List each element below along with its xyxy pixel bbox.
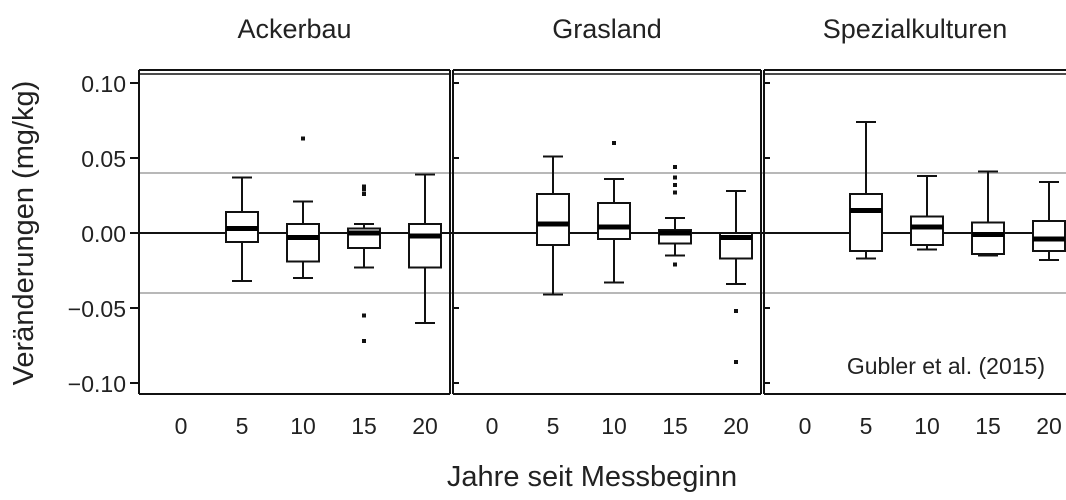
- x-tick-label: 0: [486, 413, 499, 439]
- x-tick-label: 20: [723, 413, 749, 439]
- panel-1: Ackerbau 0 5 10 15 20: [175, 14, 438, 439]
- outlier-point: [362, 184, 366, 189]
- outlier-point: [673, 190, 677, 195]
- x-tick-label: 5: [860, 413, 873, 439]
- x-tick-label: 20: [412, 413, 438, 439]
- outlier-point: [673, 183, 677, 187]
- panel-3: Spezialkulturen 0 5 10 15 20: [764, 14, 1062, 439]
- y-tick-label: 0.10: [81, 71, 126, 97]
- y-tick-label: −0.10: [68, 371, 126, 397]
- x-tick-label: 0: [799, 413, 812, 439]
- box: [408, 223, 442, 269]
- x-tick-label: 5: [547, 413, 560, 439]
- outlier-point: [673, 165, 677, 169]
- outlier-point: [362, 187, 366, 192]
- box-plot: [347, 184, 381, 343]
- outlier-point: [612, 141, 616, 145]
- y-tick-label: 0.05: [81, 146, 126, 172]
- box: [597, 202, 631, 240]
- box-plot: [719, 190, 753, 364]
- box-plot: [849, 121, 883, 260]
- outlier-point: [301, 136, 305, 141]
- outlier-point: [673, 175, 677, 180]
- x-axis-label: Jahre seit Messbeginn: [447, 461, 737, 493]
- x-tick-label: 5: [236, 413, 249, 439]
- box-plot: [658, 165, 692, 267]
- outlier-point: [734, 309, 738, 313]
- outlier-point: [734, 360, 738, 364]
- panel-2: Grasland 0 5 10 15 20: [453, 14, 749, 439]
- x-tick-label: 15: [662, 413, 688, 439]
- axes: 0.10 0.05 0.00 −0.05 −0.10: [68, 70, 140, 397]
- outlier-point: [362, 313, 366, 318]
- x-tick-label: 10: [601, 413, 627, 439]
- panel-title: Ackerbau: [237, 14, 351, 44]
- box-plot: [1032, 181, 1066, 261]
- box: [1032, 220, 1066, 252]
- box: [971, 221, 1005, 255]
- outlier-point: [673, 262, 677, 267]
- y-axis-label: Veränderungen (mg/kg): [8, 81, 40, 386]
- box-plot: [536, 155, 570, 296]
- x-tick-label: 15: [975, 413, 1001, 439]
- y-tick-label: 0.00: [81, 221, 126, 247]
- box: [536, 193, 570, 246]
- x-tick-label: 15: [351, 413, 377, 439]
- x-tick-label: 10: [290, 413, 316, 439]
- source-annotation: Gubler et al. (2015): [847, 353, 1045, 379]
- box-plots: [225, 121, 1066, 364]
- outlier-point: [362, 192, 366, 196]
- box-plot: [910, 175, 944, 251]
- x-tick-label: 10: [914, 413, 940, 439]
- box-plot: [225, 176, 259, 282]
- panel-title: Grasland: [552, 14, 662, 44]
- box-plot: [597, 141, 631, 284]
- box: [910, 215, 944, 246]
- outlier-point: [362, 339, 366, 343]
- box: [849, 193, 883, 252]
- box: [286, 223, 320, 263]
- panel-title: Spezialkulturen: [823, 14, 1008, 44]
- y-tick-label: −0.05: [68, 296, 126, 322]
- box-plot: [286, 136, 320, 279]
- panel-frames: [139, 69, 1066, 395]
- x-tick-label: 20: [1036, 413, 1062, 439]
- box-plot: [408, 173, 442, 324]
- x-tick-label: 0: [175, 413, 188, 439]
- box-plot: [971, 170, 1005, 257]
